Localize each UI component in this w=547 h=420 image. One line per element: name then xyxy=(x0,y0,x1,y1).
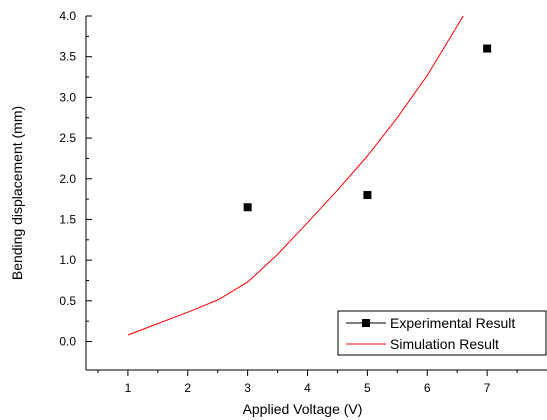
y-tick-label: 2.5 xyxy=(59,131,76,145)
x-tick-label: 1 xyxy=(125,381,132,395)
x-tick-label: 7 xyxy=(484,381,491,395)
legend-box xyxy=(337,310,547,356)
y-tick-label: 4.0 xyxy=(59,9,76,23)
y-tick-label: 2.0 xyxy=(59,172,76,186)
y-tick-label: 3.5 xyxy=(59,50,76,64)
y-axis-title: Bending displacement (mm) xyxy=(9,106,25,280)
x-tick-label: 5 xyxy=(364,381,371,395)
experimental-point xyxy=(243,203,252,212)
legend-experimental-marker xyxy=(362,319,370,327)
simulation-result-line xyxy=(127,15,464,336)
y-tick-label: 3.0 xyxy=(59,90,76,104)
x-tick-label: 4 xyxy=(304,381,311,395)
y-tick-label: 0.0 xyxy=(59,335,76,349)
y-tick-label: 1.0 xyxy=(59,253,76,267)
x-tick-label: 6 xyxy=(424,381,431,395)
y-tick-label: 1.5 xyxy=(59,212,76,226)
x-axis-title: Applied Voltage (V) xyxy=(243,401,363,417)
x-tick-label: 3 xyxy=(244,381,251,395)
plot-area: 0.0 0.5 1.0 1.5 2.0 2.5 3.0 3.5 4.0 1 2 3 4 5 6 7 Experi… xyxy=(59,9,547,395)
experimental-point xyxy=(363,191,372,200)
y-tick-label: 0.5 xyxy=(59,294,76,308)
legend-experimental-label: Experimental Result xyxy=(390,315,515,331)
legend-simulation-label: Simulation Result xyxy=(390,336,499,352)
x-tick-label: 2 xyxy=(184,381,191,395)
experimental-point xyxy=(483,44,492,53)
